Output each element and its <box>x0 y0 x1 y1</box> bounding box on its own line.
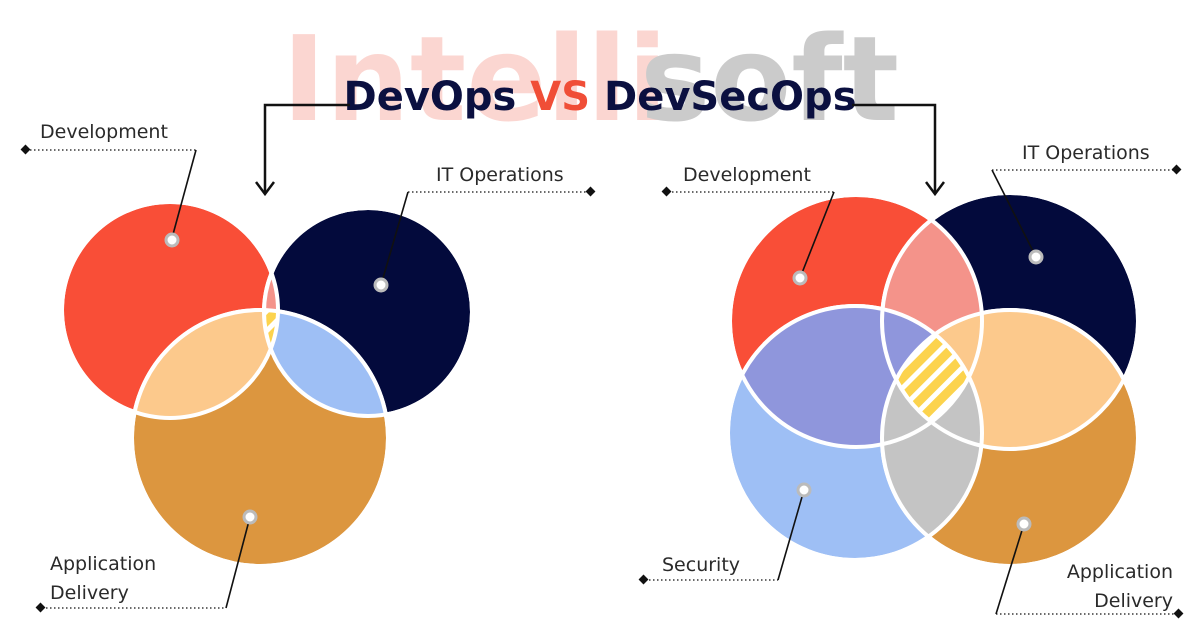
title-part: VS <box>530 74 590 120</box>
leaders <box>20 144 1184 619</box>
label: IT Operations <box>1022 142 1150 164</box>
watermark-part: soft <box>640 10 899 148</box>
title-brackets <box>255 103 945 197</box>
devsecops-venn <box>726 191 1140 568</box>
label: Development <box>683 164 811 186</box>
title-part: DevSecOps <box>604 74 857 120</box>
watermark-part: Intelli <box>282 10 668 148</box>
watermark: Intelli soft <box>282 10 899 148</box>
devops-venn <box>60 200 474 568</box>
label: Delivery <box>1094 590 1173 612</box>
label: Security <box>662 554 740 576</box>
title-part: DevOps <box>344 74 517 120</box>
label: IT Operations <box>436 164 564 186</box>
label: Delivery <box>50 582 129 604</box>
title: DevOps VS DevSecOps <box>344 74 857 120</box>
label: Development <box>40 121 168 143</box>
label: Application <box>1067 561 1173 583</box>
label: Application <box>50 553 156 575</box>
